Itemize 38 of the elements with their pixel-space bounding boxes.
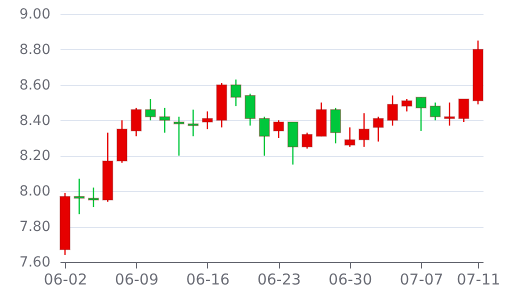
candlestick	[416, 96, 427, 132]
y-tick-label: 8.60	[19, 77, 50, 94]
candlestick	[230, 78, 242, 107]
x-tick-label: 06-23	[257, 270, 301, 288]
candlestick	[258, 116, 270, 156]
x-tick-label: 07-11	[456, 270, 500, 288]
x-tick-label: 06-09	[114, 270, 159, 288]
x-tick-label: 07-07	[400, 270, 444, 288]
candlestick	[144, 98, 156, 121]
candlestick	[130, 107, 142, 137]
candlestick	[344, 126, 356, 148]
candlestick	[430, 102, 441, 121]
candlestick	[302, 132, 313, 150]
candlestick	[88, 186, 99, 208]
candlestick	[330, 107, 342, 144]
x-tick-label: 06-16	[186, 270, 230, 288]
x-tick-label: 06-02	[44, 270, 88, 288]
candlestick	[74, 178, 85, 215]
candlestick	[458, 98, 470, 123]
candlestick	[273, 120, 284, 139]
y-tick-label: 9.00	[19, 6, 50, 22]
y-tick-label: 7.80	[19, 219, 50, 236]
candlestick	[372, 116, 384, 142]
y-tick-label: 8.40	[19, 112, 50, 129]
y-tick-label: 8.80	[19, 42, 50, 58]
y-tick-label: 8.00	[19, 184, 50, 200]
candlestick	[358, 112, 370, 148]
candlestick	[244, 93, 256, 126]
candlestick	[202, 110, 213, 130]
candlestick	[188, 109, 199, 137]
x-tick-label: 06-30	[328, 270, 372, 288]
candlestick	[387, 94, 398, 126]
candlestick	[173, 116, 184, 156]
candlestick	[159, 107, 170, 134]
y-tick-label: 7.60	[19, 254, 50, 270]
candlestick	[444, 102, 456, 126]
y-tick-label: 8.20	[19, 148, 50, 164]
candlestick	[401, 98, 412, 112]
